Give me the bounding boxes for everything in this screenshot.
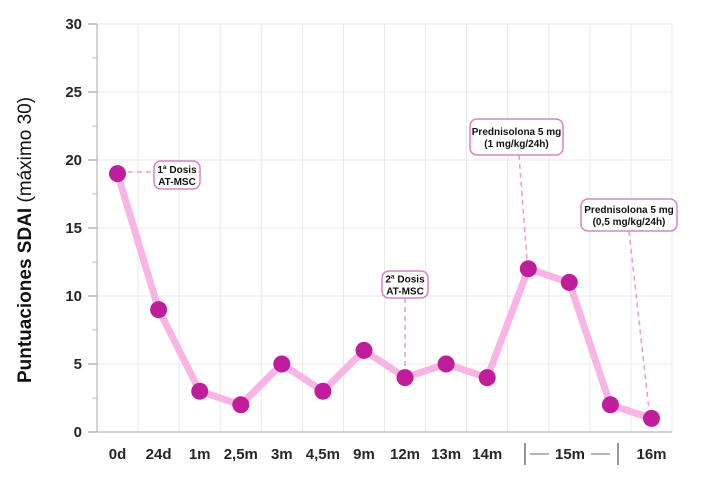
data-point-marker (355, 341, 373, 359)
y-tick-label: 5 (74, 356, 82, 373)
annotation-text: (0,5 mg/kg/24h) (593, 217, 666, 228)
y-tick-label: 20 (65, 152, 82, 169)
annotation-text: AT-MSC (158, 177, 196, 188)
annotation-text: (1 mg/kg/24h) (484, 139, 548, 150)
x-tick-label: 1m (189, 446, 211, 463)
x-tick-label: 14m (472, 446, 502, 463)
data-point-marker (601, 396, 619, 414)
x-tick-label: 16m (636, 446, 666, 463)
annotation-box (469, 118, 564, 156)
annotation-text: 1ª Dosis (157, 165, 197, 176)
data-point-marker (314, 382, 332, 400)
y-tick-label: 10 (65, 288, 82, 305)
annotation-connector (628, 230, 650, 411)
y-axis-title: Puntuaciones SDAI (máximo 30) (15, 97, 36, 383)
x-tick-label: 2,5m (224, 446, 258, 463)
annotation-text: Prednisolona 5 mg (584, 205, 673, 216)
annotation-box (580, 198, 678, 232)
annotation-box (381, 270, 429, 299)
data-point-marker (519, 260, 537, 278)
x-tick-label: 3m (271, 446, 293, 463)
data-point-marker (437, 355, 455, 373)
y-tick-label: 30 (65, 16, 82, 33)
annotation-text: AT-MSC (386, 287, 424, 298)
x-tick-label: 13m (431, 446, 461, 463)
annotation-connector (518, 154, 528, 261)
data-point-marker (396, 369, 414, 387)
y-tick-label: 0 (74, 424, 82, 441)
x-tick-label: 12m (390, 446, 420, 463)
x-tick-label: 4,5m (306, 446, 340, 463)
data-point-marker (273, 355, 291, 373)
data-point-marker (109, 165, 126, 183)
x-tick-label: 9m (353, 446, 375, 463)
x-tick-label-bracket: 15m (555, 446, 585, 463)
data-point-marker (191, 382, 209, 400)
annotation-text: 2ª Dosis (385, 275, 425, 286)
y-tick-label: 25 (65, 84, 82, 101)
data-point-marker (232, 396, 250, 414)
annotation-text: Prednisolona 5 mg (472, 127, 561, 138)
data-point-marker (150, 301, 168, 319)
data-point-marker (560, 273, 578, 291)
data-point-marker (643, 409, 660, 427)
x-tick-label: 24d (146, 446, 172, 463)
data-point-marker (478, 369, 496, 387)
x-tick-label: 0d (109, 446, 127, 463)
annotation-box (153, 160, 201, 190)
y-tick-label: 15 (65, 220, 82, 237)
